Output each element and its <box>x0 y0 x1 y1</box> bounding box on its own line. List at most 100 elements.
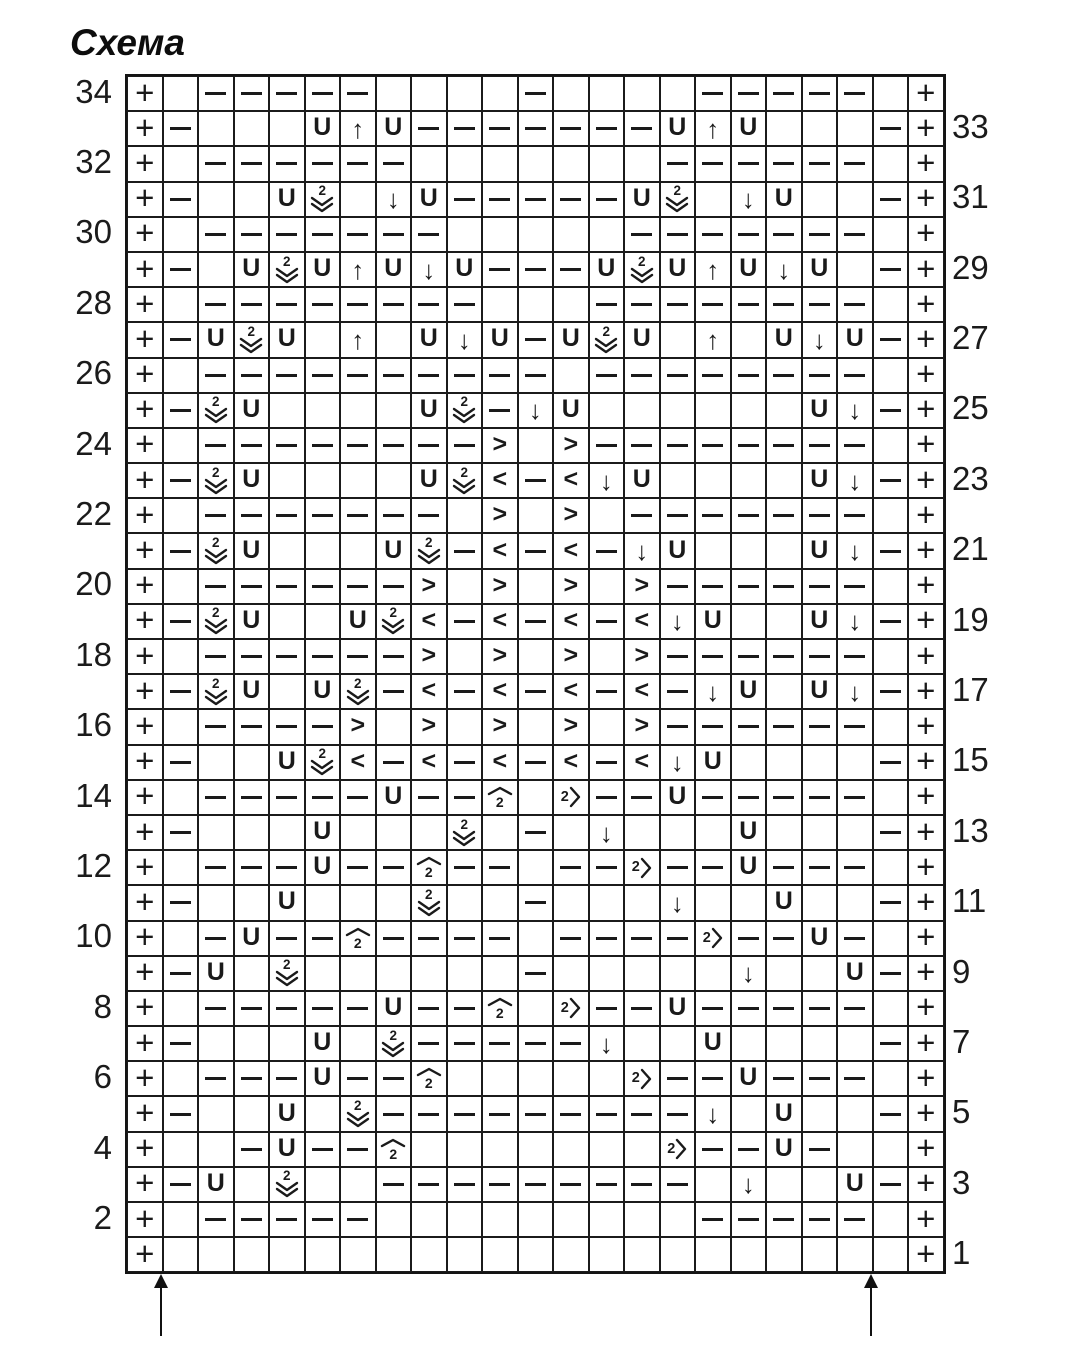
grid-cell: 2 <box>233 322 269 358</box>
purl-dash-icon <box>808 373 830 377</box>
grid-cell <box>588 639 624 675</box>
yarn-over-icon: U <box>739 676 758 705</box>
purl-dash-icon <box>276 92 298 96</box>
grid-cell <box>304 463 340 499</box>
grid-cell <box>198 744 234 780</box>
purl-dash-icon <box>595 690 617 694</box>
grid-cell <box>198 779 234 815</box>
plus-edge-stitch-icon: + <box>135 146 155 181</box>
grid-cell <box>198 990 234 1027</box>
purl-dash-icon <box>453 373 475 377</box>
purl-dash-icon <box>205 1077 227 1081</box>
grid-cell <box>375 498 411 534</box>
grid-cell: + <box>908 885 944 921</box>
purl-dash-icon <box>347 303 369 307</box>
grid-cell <box>198 287 234 323</box>
grid-cell <box>766 990 802 1027</box>
plus-edge-stitch-icon: + <box>135 920 155 956</box>
grid-cell <box>340 1202 376 1238</box>
two-over-double-chevron-down-icon: 2 <box>346 1099 370 1128</box>
grid-cell <box>269 1026 305 1062</box>
purl-dash-icon <box>240 1218 262 1222</box>
plus-edge-stitch-icon: + <box>916 850 936 885</box>
purl-dash-icon <box>524 549 546 553</box>
purl-dash-icon <box>382 655 404 659</box>
grid-cell: 2 <box>446 463 482 499</box>
grid-cell: + <box>127 427 163 464</box>
grid-cell <box>304 322 340 358</box>
purl-dash-icon <box>560 197 582 201</box>
grid-cell <box>766 709 802 745</box>
grid-cell <box>588 603 624 639</box>
purl-dash-icon <box>702 303 724 307</box>
yarn-over-icon: U <box>845 957 864 986</box>
grid-cell <box>695 639 731 675</box>
grid-cell <box>375 709 411 745</box>
grid-cell <box>730 568 766 604</box>
grid-cell <box>340 1131 376 1167</box>
grid-cell <box>837 1096 873 1132</box>
two-over-double-chevron-down-icon: 2 <box>665 184 689 213</box>
two-over-double-chevron-down-icon: 2 <box>346 677 370 706</box>
grid-cell <box>730 287 766 323</box>
two-over-double-chevron-down-icon: 2 <box>452 395 476 424</box>
grid-cell <box>446 920 482 956</box>
grid-cell: U <box>659 779 695 815</box>
yarn-over-icon: U <box>668 992 687 1021</box>
grid-cell: + <box>127 1061 163 1097</box>
grid-cell: + <box>127 463 163 499</box>
purl-dash-icon <box>453 936 475 940</box>
grid-cell <box>801 639 837 675</box>
grid-cell <box>304 1237 340 1273</box>
grid-cell <box>517 287 553 323</box>
grid-cell: + <box>908 1237 944 1273</box>
grid-cell <box>304 709 340 745</box>
purl-dash-icon <box>808 655 830 659</box>
yarn-over-icon: U <box>419 394 438 423</box>
arrow-down-icon: ↓ <box>848 465 862 496</box>
grid-cell <box>269 111 305 147</box>
plus-edge-stitch-icon: + <box>916 1096 936 1132</box>
grid-cell <box>375 639 411 675</box>
grid-cell <box>233 1202 269 1238</box>
two-over-double-chevron-down-icon: 2 <box>204 395 228 424</box>
purl-dash-icon <box>560 866 582 870</box>
grid-cell: 2 <box>411 850 447 886</box>
grid-cell <box>624 814 660 851</box>
grid-cell <box>730 1026 766 1062</box>
yarn-over-icon: U <box>242 465 261 494</box>
grid-cell <box>198 1237 234 1273</box>
arrow-down-icon: ↓ <box>848 536 862 567</box>
grid-cell <box>588 287 624 323</box>
grid-cell <box>766 779 802 815</box>
plus-edge-stitch-icon: + <box>135 744 155 780</box>
grid-cell <box>730 779 766 815</box>
grid-cell <box>695 287 731 323</box>
grid-cell <box>624 357 660 393</box>
grid-cell <box>162 216 198 252</box>
purl-dash-icon <box>205 1006 227 1010</box>
grid-cell <box>375 357 411 393</box>
chevron-left-icon: < <box>492 535 508 564</box>
grid-cell <box>517 357 553 393</box>
grid-cell <box>446 603 482 639</box>
grid-cell <box>659 76 695 112</box>
grid-cell <box>659 920 695 956</box>
grid-cell <box>588 1061 624 1097</box>
purl-dash-icon <box>311 936 333 940</box>
grid-cell <box>837 181 873 217</box>
grid-cell <box>340 357 376 393</box>
grid-cell <box>411 146 447 182</box>
yarn-over-icon: U <box>313 1028 332 1057</box>
grid-cell <box>446 1202 482 1238</box>
grid-cell <box>837 709 873 745</box>
grid-cell <box>588 850 624 886</box>
purl-dash-icon <box>524 1042 546 1046</box>
grid-cell: 2 <box>411 885 447 921</box>
grid-cell <box>233 357 269 393</box>
grid-cell: > <box>340 709 376 745</box>
purl-dash-icon <box>844 795 866 799</box>
grid-cell <box>304 1166 340 1202</box>
purl-dash-icon <box>808 443 830 447</box>
yarn-over-icon: U <box>739 254 758 283</box>
